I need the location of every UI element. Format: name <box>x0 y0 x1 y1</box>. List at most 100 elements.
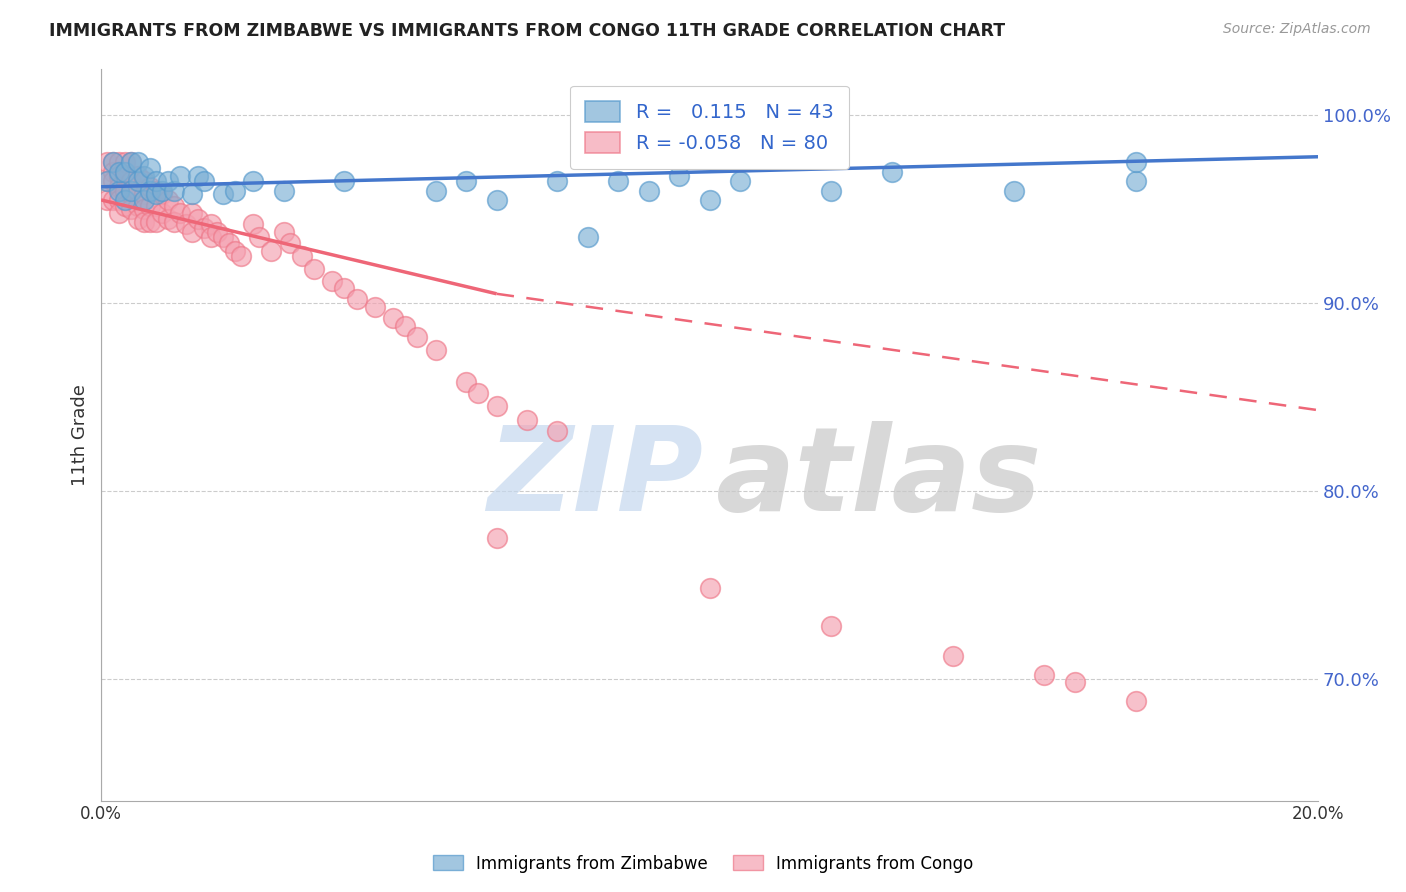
Point <box>108 193 131 207</box>
Point <box>114 193 136 207</box>
Point <box>200 230 222 244</box>
Point <box>121 187 143 202</box>
Point <box>260 244 283 258</box>
Point <box>132 215 155 229</box>
Point <box>364 300 387 314</box>
Point <box>174 217 197 231</box>
Point <box>145 174 167 188</box>
Point <box>163 215 186 229</box>
Legend: Immigrants from Zimbabwe, Immigrants from Congo: Immigrants from Zimbabwe, Immigrants fro… <box>426 848 980 880</box>
Point <box>224 184 246 198</box>
Point <box>728 174 751 188</box>
Point <box>181 206 204 220</box>
Point <box>138 179 160 194</box>
Point <box>132 202 155 217</box>
Point <box>187 169 209 183</box>
Point <box>121 184 143 198</box>
Point <box>242 217 264 231</box>
Point <box>150 206 173 220</box>
Point <box>193 221 215 235</box>
Point <box>820 619 842 633</box>
Point <box>333 281 356 295</box>
Text: Source: ZipAtlas.com: Source: ZipAtlas.com <box>1223 22 1371 37</box>
Point <box>200 217 222 231</box>
Point <box>211 187 233 202</box>
Point <box>382 311 405 326</box>
Point <box>1033 668 1056 682</box>
Point <box>163 184 186 198</box>
Point <box>205 225 228 239</box>
Point <box>114 155 136 169</box>
Point <box>637 184 659 198</box>
Point <box>138 198 160 212</box>
Point <box>699 582 721 596</box>
Point <box>108 179 131 194</box>
Point <box>114 184 136 198</box>
Point <box>103 155 125 169</box>
Point <box>346 293 368 307</box>
Point <box>467 386 489 401</box>
Point <box>425 184 447 198</box>
Point <box>121 155 143 169</box>
Point <box>1125 694 1147 708</box>
Point <box>942 649 965 664</box>
Point <box>820 184 842 198</box>
Point <box>546 174 568 188</box>
Point <box>114 165 136 179</box>
Point <box>546 424 568 438</box>
Point <box>103 165 125 179</box>
Point <box>247 230 270 244</box>
Point <box>121 155 143 169</box>
Point <box>132 187 155 202</box>
Point <box>138 161 160 175</box>
Point <box>156 211 179 226</box>
Point <box>121 202 143 217</box>
Point <box>145 215 167 229</box>
Point <box>516 412 538 426</box>
Point <box>163 198 186 212</box>
Point <box>96 193 118 207</box>
Point <box>321 274 343 288</box>
Point <box>156 174 179 188</box>
Point <box>211 230 233 244</box>
Point <box>169 169 191 183</box>
Point <box>127 211 149 226</box>
Point <box>218 236 240 251</box>
Point <box>127 198 149 212</box>
Point <box>278 236 301 251</box>
Point <box>127 184 149 198</box>
Point <box>882 165 904 179</box>
Point <box>169 206 191 220</box>
Point <box>291 249 314 263</box>
Point <box>132 174 155 188</box>
Point <box>103 174 125 188</box>
Point <box>273 184 295 198</box>
Point <box>406 330 429 344</box>
Point <box>108 206 131 220</box>
Point <box>1125 155 1147 169</box>
Point <box>145 184 167 198</box>
Point <box>456 174 478 188</box>
Point <box>108 184 131 198</box>
Point <box>150 184 173 198</box>
Point <box>394 318 416 333</box>
Point <box>181 225 204 239</box>
Legend: R =   0.115   N = 43, R = -0.058   N = 80: R = 0.115 N = 43, R = -0.058 N = 80 <box>569 86 849 169</box>
Point <box>668 169 690 183</box>
Point <box>145 198 167 212</box>
Point <box>485 400 508 414</box>
Point <box>485 193 508 207</box>
Text: ZIP: ZIP <box>488 421 703 536</box>
Point <box>156 193 179 207</box>
Point <box>485 531 508 545</box>
Point <box>108 155 131 169</box>
Point <box>114 169 136 183</box>
Point <box>127 155 149 169</box>
Point <box>103 155 125 169</box>
Point <box>302 262 325 277</box>
Point <box>193 174 215 188</box>
Point <box>150 187 173 202</box>
Point <box>114 198 136 212</box>
Point <box>121 174 143 188</box>
Point <box>699 193 721 207</box>
